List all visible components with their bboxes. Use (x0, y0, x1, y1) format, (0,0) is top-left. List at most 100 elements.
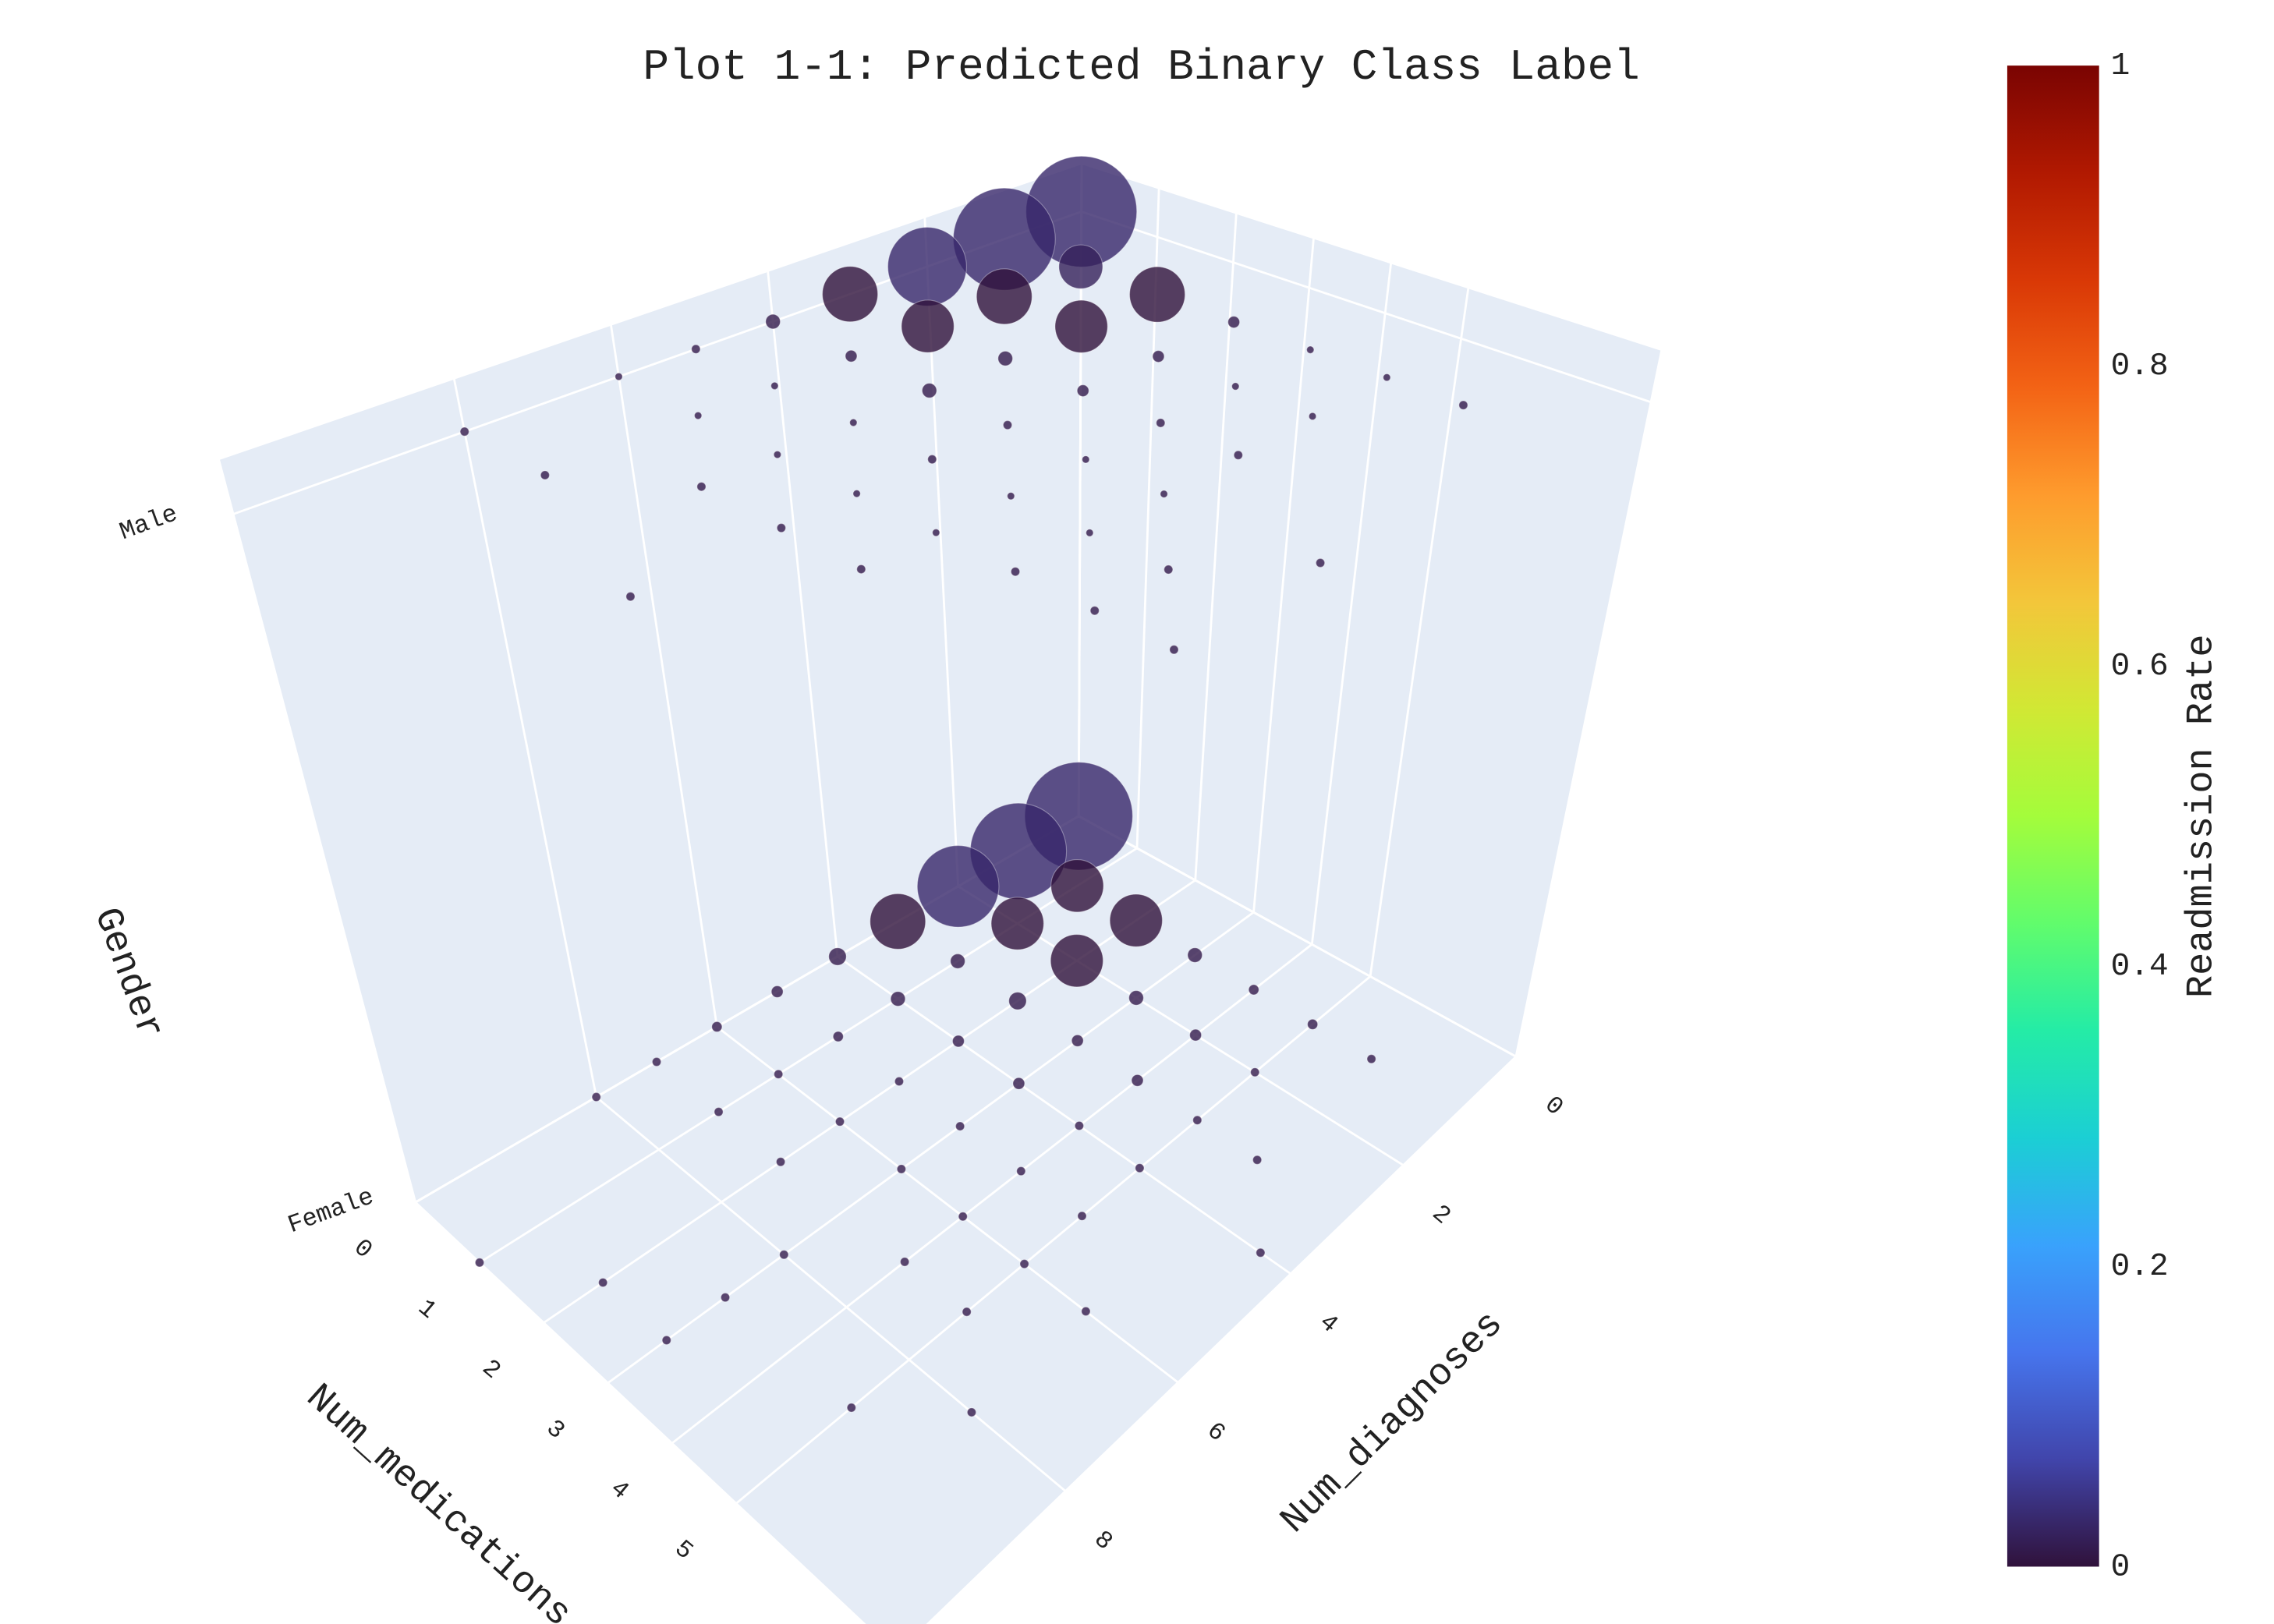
marker (714, 1106, 724, 1117)
x-grid-line (1369, 287, 1470, 977)
marker (1252, 1155, 1263, 1165)
marker (997, 350, 1014, 366)
chart-title: Plot 1-1: Predicted Binary Class Label (643, 42, 1639, 92)
colorbar-tick-label: 0.6 (2111, 649, 2169, 685)
marker (962, 1307, 972, 1317)
marker (1233, 450, 1243, 460)
marker (951, 1035, 965, 1048)
marker (852, 489, 861, 498)
marker (990, 897, 1044, 950)
marker (1315, 557, 1326, 568)
marker (1012, 1077, 1025, 1090)
marker (1250, 1067, 1260, 1077)
colorbar (2007, 65, 2099, 1567)
marker (927, 454, 937, 465)
marker (1050, 934, 1104, 988)
marker (1160, 490, 1168, 498)
x-grid-line (671, 943, 1313, 1445)
marker (1010, 567, 1021, 577)
marker (661, 1335, 671, 1346)
marker (625, 591, 636, 602)
x-grid-line (735, 975, 1371, 1505)
y-tick-label: 6 (1201, 1417, 1231, 1448)
marker (1308, 412, 1317, 421)
y-tick-label: 4 (1314, 1308, 1344, 1339)
y-grid-line (595, 1095, 1067, 1492)
marker (828, 947, 847, 966)
marker (770, 985, 784, 998)
y-tick-label: 0 (1539, 1091, 1568, 1122)
marker (901, 299, 955, 353)
marker (1076, 384, 1089, 398)
marker (765, 313, 781, 330)
y-grid-line (609, 324, 718, 1028)
marker (1458, 400, 1468, 410)
z-grid-line (1081, 211, 1652, 404)
marker (1131, 1074, 1144, 1087)
marker (1128, 990, 1144, 1006)
marker (1248, 984, 1259, 996)
marker (950, 953, 965, 969)
x-grid-line (1310, 262, 1393, 945)
marker (890, 991, 906, 1007)
y-grid-line (452, 378, 598, 1098)
marker (1071, 1034, 1084, 1047)
marker (773, 450, 782, 459)
marker (696, 482, 707, 492)
marker (932, 528, 940, 537)
scene: 0 1 2 3 4 5 0 2 4 6 8 Female Male Gender Num_medicatio… (84, 155, 1663, 1624)
colorbar-tick-label: 0 (2111, 1549, 2131, 1585)
colorbar-tick-label: 0.2 (2111, 1249, 2169, 1285)
y-grid-line (767, 271, 839, 957)
marker (1256, 1247, 1266, 1258)
marker (540, 470, 551, 480)
marker (615, 372, 623, 381)
marker (1077, 1211, 1087, 1221)
marker (1074, 1120, 1085, 1131)
marker (846, 1403, 856, 1413)
marker (779, 1250, 789, 1260)
colorbar-title: Readmission Rate (2180, 634, 2223, 998)
colorbar-tick-label: 0.8 (2111, 349, 2169, 384)
marker (474, 1258, 485, 1268)
marker (976, 268, 1033, 325)
y-grid-line (837, 955, 1291, 1275)
marker (1002, 419, 1013, 430)
marker (899, 1257, 910, 1267)
marker (1231, 382, 1240, 391)
marker (1169, 645, 1179, 655)
marker (916, 844, 1000, 928)
x-tick-label: 3 (540, 1414, 570, 1445)
marker (1187, 947, 1203, 963)
marker (1007, 492, 1015, 501)
marker (720, 1292, 731, 1303)
marker (1054, 299, 1108, 353)
marker (1019, 1258, 1029, 1269)
marker (1306, 345, 1315, 354)
marker (1156, 418, 1166, 428)
x-tick-label: 4 (604, 1474, 634, 1505)
z-tick-label: Male (116, 500, 182, 547)
marker (849, 418, 858, 427)
marker (774, 1069, 784, 1079)
marker (856, 564, 866, 575)
x-tick-label: 2 (476, 1354, 506, 1385)
marker (834, 1116, 845, 1127)
marker (1016, 1166, 1026, 1176)
marker (955, 1121, 965, 1131)
marker (1058, 244, 1103, 289)
y-tick-label: 2 (1426, 1199, 1456, 1230)
marker (832, 1031, 844, 1042)
marker (459, 426, 469, 437)
marker (1189, 1028, 1203, 1042)
marker (1192, 1115, 1203, 1125)
marker (1109, 893, 1164, 947)
marker (870, 893, 926, 950)
marker (821, 266, 879, 323)
marker (776, 522, 787, 533)
marker (1128, 266, 1186, 323)
marker (1081, 1306, 1091, 1317)
x-tick-label: 0 (348, 1233, 377, 1265)
